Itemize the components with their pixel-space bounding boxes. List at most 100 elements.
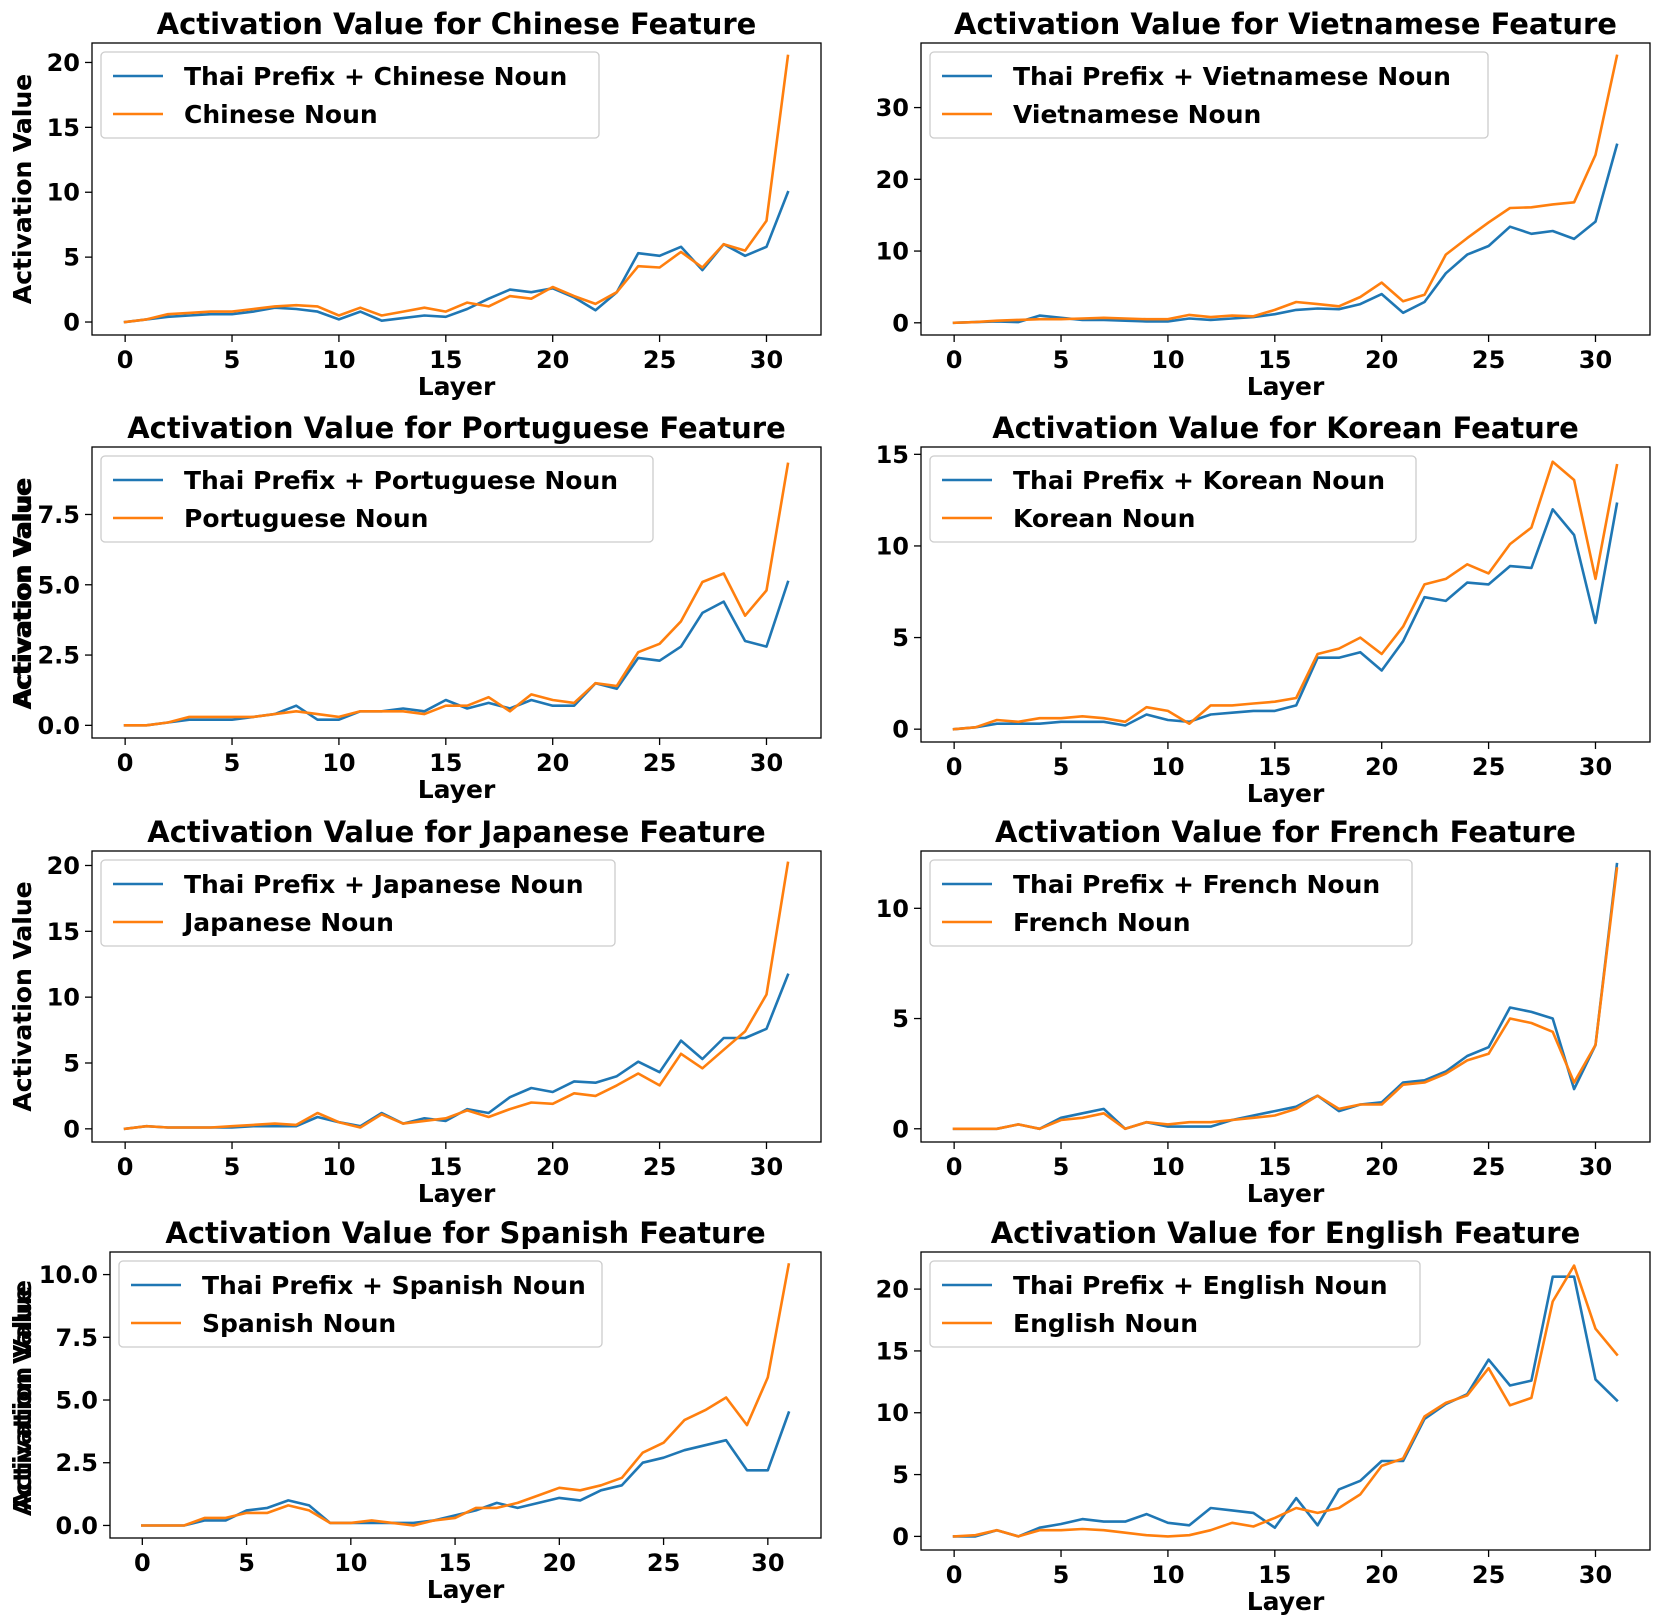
x-axis-label: Layer (418, 775, 496, 804)
chart-title: Activation Value for French Feature (995, 815, 1576, 849)
x-tick-label: 30 (1579, 753, 1612, 781)
chart-panel-5: Activation Value for Japanese Feature 0 5 1… (8, 815, 822, 1208)
y-tick-label: 0 (892, 1115, 909, 1143)
y-tick-label: 15 (876, 1337, 909, 1365)
legend-label: French Noun (1013, 908, 1191, 937)
chart-title: Activation Value for Japanese Feature (147, 815, 765, 849)
legend: Thai Prefix + Vietnamese Noun Vietnamese … (929, 51, 1489, 139)
y-tick-label: 30 (876, 94, 909, 122)
x-tick-label: 0 (946, 753, 963, 781)
x-tick-label: 20 (1365, 753, 1398, 781)
x-tick-label: 15 (1258, 1561, 1291, 1589)
y-tick-label: 0 (892, 716, 909, 744)
x-tick-label: 15 (1258, 346, 1291, 374)
legend-label: Spanish Noun (202, 1309, 396, 1338)
legend-box (929, 455, 1417, 543)
legend-label: Thai Prefix + English Noun (1013, 1271, 1388, 1300)
series-line-noun (141, 1262, 791, 1527)
series-line-noun (952, 1264, 1619, 1538)
x-tick-label: 10 (322, 749, 355, 777)
y-axis-label: Activation Value (8, 1280, 37, 1510)
x-tick-label: 10 (1151, 1561, 1184, 1589)
y-tick-label: 10 (876, 1399, 909, 1427)
x-tick-label: 0 (117, 749, 134, 777)
x-tick-label: 10 (1151, 753, 1184, 781)
y-tick-label: 20 (47, 852, 80, 880)
x-tick-label: 15 (438, 1549, 471, 1577)
chart-title: Activation Value for Vietnamese Feature (954, 7, 1617, 41)
chart-title: Activation Value for Korean Feature (992, 411, 1579, 445)
series-line-thai-prefix (123, 973, 790, 1131)
series-line-noun (123, 462, 790, 727)
x-tick-label: 5 (1053, 753, 1070, 781)
legend-box (118, 1260, 603, 1348)
y-tick-label: 10 (47, 984, 80, 1012)
legend: Thai Prefix + Japanese Noun Japanese Noun (100, 859, 616, 947)
series-line-thai-prefix (952, 143, 1619, 325)
x-tick-label: 25 (643, 749, 676, 777)
x-tick-label: 20 (1365, 1561, 1398, 1589)
x-tick-label: 25 (1472, 346, 1505, 374)
x-tick-label: 10 (1151, 1153, 1184, 1181)
legend-box (100, 455, 654, 543)
chart-title: Activation Value for English Feature (991, 1216, 1581, 1250)
y-tick-label: 0 (63, 309, 80, 337)
x-tick-label: 0 (117, 1153, 134, 1181)
y-tick-label: 20 (876, 166, 909, 194)
legend: Thai Prefix + French Noun French Noun (929, 859, 1413, 947)
legend-box (100, 51, 600, 139)
y-tick-label: 10 (876, 532, 909, 560)
axes-frame (920, 42, 1651, 336)
x-tick-label: 15 (1258, 753, 1291, 781)
chart-panel-2: Activation Value for Vietnamese Feature 0… (8, 7, 1651, 401)
x-tick-label: 15 (429, 1153, 462, 1181)
x-tick-label: 10 (1151, 346, 1184, 374)
x-axis-label: Layer (1247, 1179, 1325, 1208)
legend-box (929, 1260, 1421, 1348)
x-tick-label: 30 (1579, 346, 1612, 374)
legend-label: Chinese Noun (184, 100, 378, 129)
axes-frame (109, 1251, 822, 1539)
series-line-thai-prefix (123, 190, 790, 324)
series-line-noun (123, 861, 790, 1131)
y-axis-label: Activation Value (8, 479, 37, 709)
axes-frame (91, 446, 822, 739)
legend-label: Thai Prefix + Portuguese Noun (184, 466, 618, 495)
x-tick-label: 30 (750, 1153, 783, 1181)
legend-label: Thai Prefix + Vietnamese Noun (1013, 62, 1451, 91)
x-tick-label: 25 (643, 346, 676, 374)
x-tick-label: 10 (322, 1153, 355, 1181)
y-tick-label: 0 (892, 1523, 909, 1551)
chart-panel-7: Activation Value for Spanish Feature 0 5 10… (8, 1216, 822, 1604)
x-tick-label: 5 (224, 749, 241, 777)
x-tick-label: 30 (750, 346, 783, 374)
x-tick-label: 0 (946, 1561, 963, 1589)
y-axis-label: Activation Value (8, 477, 37, 707)
legend-box (929, 859, 1413, 947)
x-tick-label: 5 (1053, 346, 1070, 374)
legend: Thai Prefix + Chinese Noun Chinese Noun (100, 51, 600, 139)
x-tick-label: 0 (946, 1153, 963, 1181)
series-line-noun (123, 54, 790, 324)
x-tick-label: 25 (647, 1549, 680, 1577)
y-tick-label: 0.0 (37, 712, 80, 740)
x-tick-label: 25 (643, 1153, 676, 1181)
axes-frame (91, 850, 822, 1143)
x-tick-label: 10 (334, 1549, 367, 1577)
x-tick-label: 5 (224, 346, 241, 374)
y-axis-label: Activation Value (8, 881, 37, 1111)
y-tick-label: 5 (892, 1005, 909, 1033)
x-tick-label: 15 (1258, 1153, 1291, 1181)
legend-label: English Noun (1013, 1309, 1198, 1338)
x-tick-label: 0 (134, 1549, 151, 1577)
legend-label: Thai Prefix + Japanese Noun (184, 870, 584, 899)
x-tick-label: 5 (238, 1549, 255, 1577)
series-line-thai-prefix (141, 1410, 791, 1527)
x-tick-label: 5 (224, 1153, 241, 1181)
y-tick-label: 15 (47, 114, 80, 142)
axes-frame (920, 446, 1651, 743)
axes-frame (920, 850, 1651, 1143)
legend-label: Thai Prefix + Spanish Noun (202, 1271, 586, 1300)
x-tick-label: 30 (1579, 1153, 1612, 1181)
y-tick-label: 5 (63, 244, 80, 272)
